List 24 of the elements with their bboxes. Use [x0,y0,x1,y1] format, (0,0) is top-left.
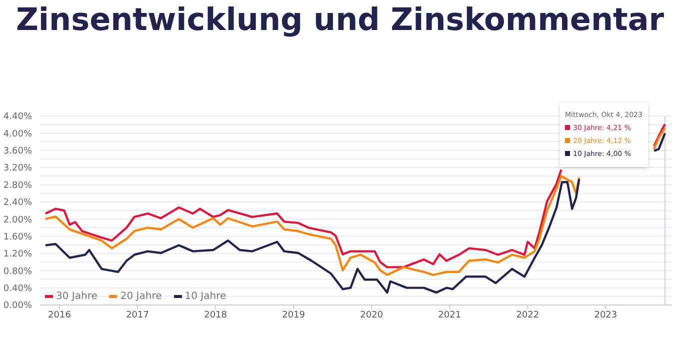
x-tick-label: 2022 [516,310,540,320]
y-tick-label: 4.40% [3,112,32,122]
x-tick-label: 2016 [48,310,72,320]
x-tick-label: 2018 [204,310,228,320]
y-tick-label: 3.20% [3,164,32,174]
y-tick-label: 0.40% [3,284,32,294]
y-tick-label: 0.80% [3,266,32,277]
y-tick-label: 2.80% [3,180,32,191]
x-tick-label: 2020 [360,310,384,320]
x-tick-label: 2021 [438,310,462,320]
y-tick-label: 2.40% [3,198,32,208]
y-tick-label: 0.00% [3,301,32,312]
x-tick-label: 2019 [282,310,306,320]
legend-label: 30 Jahre [55,291,98,302]
legend-label: 10 Jahre [184,291,226,302]
chart-title: Zinsentwicklung und Zinskommentar [14,2,666,38]
y-tick-label: 1.60% [3,232,32,242]
y-tick-label: 4.00% [3,129,32,140]
x-tick-label: 2023 [594,310,618,320]
x-tick-label: 2017 [126,310,149,320]
y-tick-label: 2.00% [3,215,32,226]
y-tick-label: 3.60% [3,146,32,157]
y-tick-label: 1.20% [3,250,32,260]
legend-label: 20 Jahre [119,291,162,302]
